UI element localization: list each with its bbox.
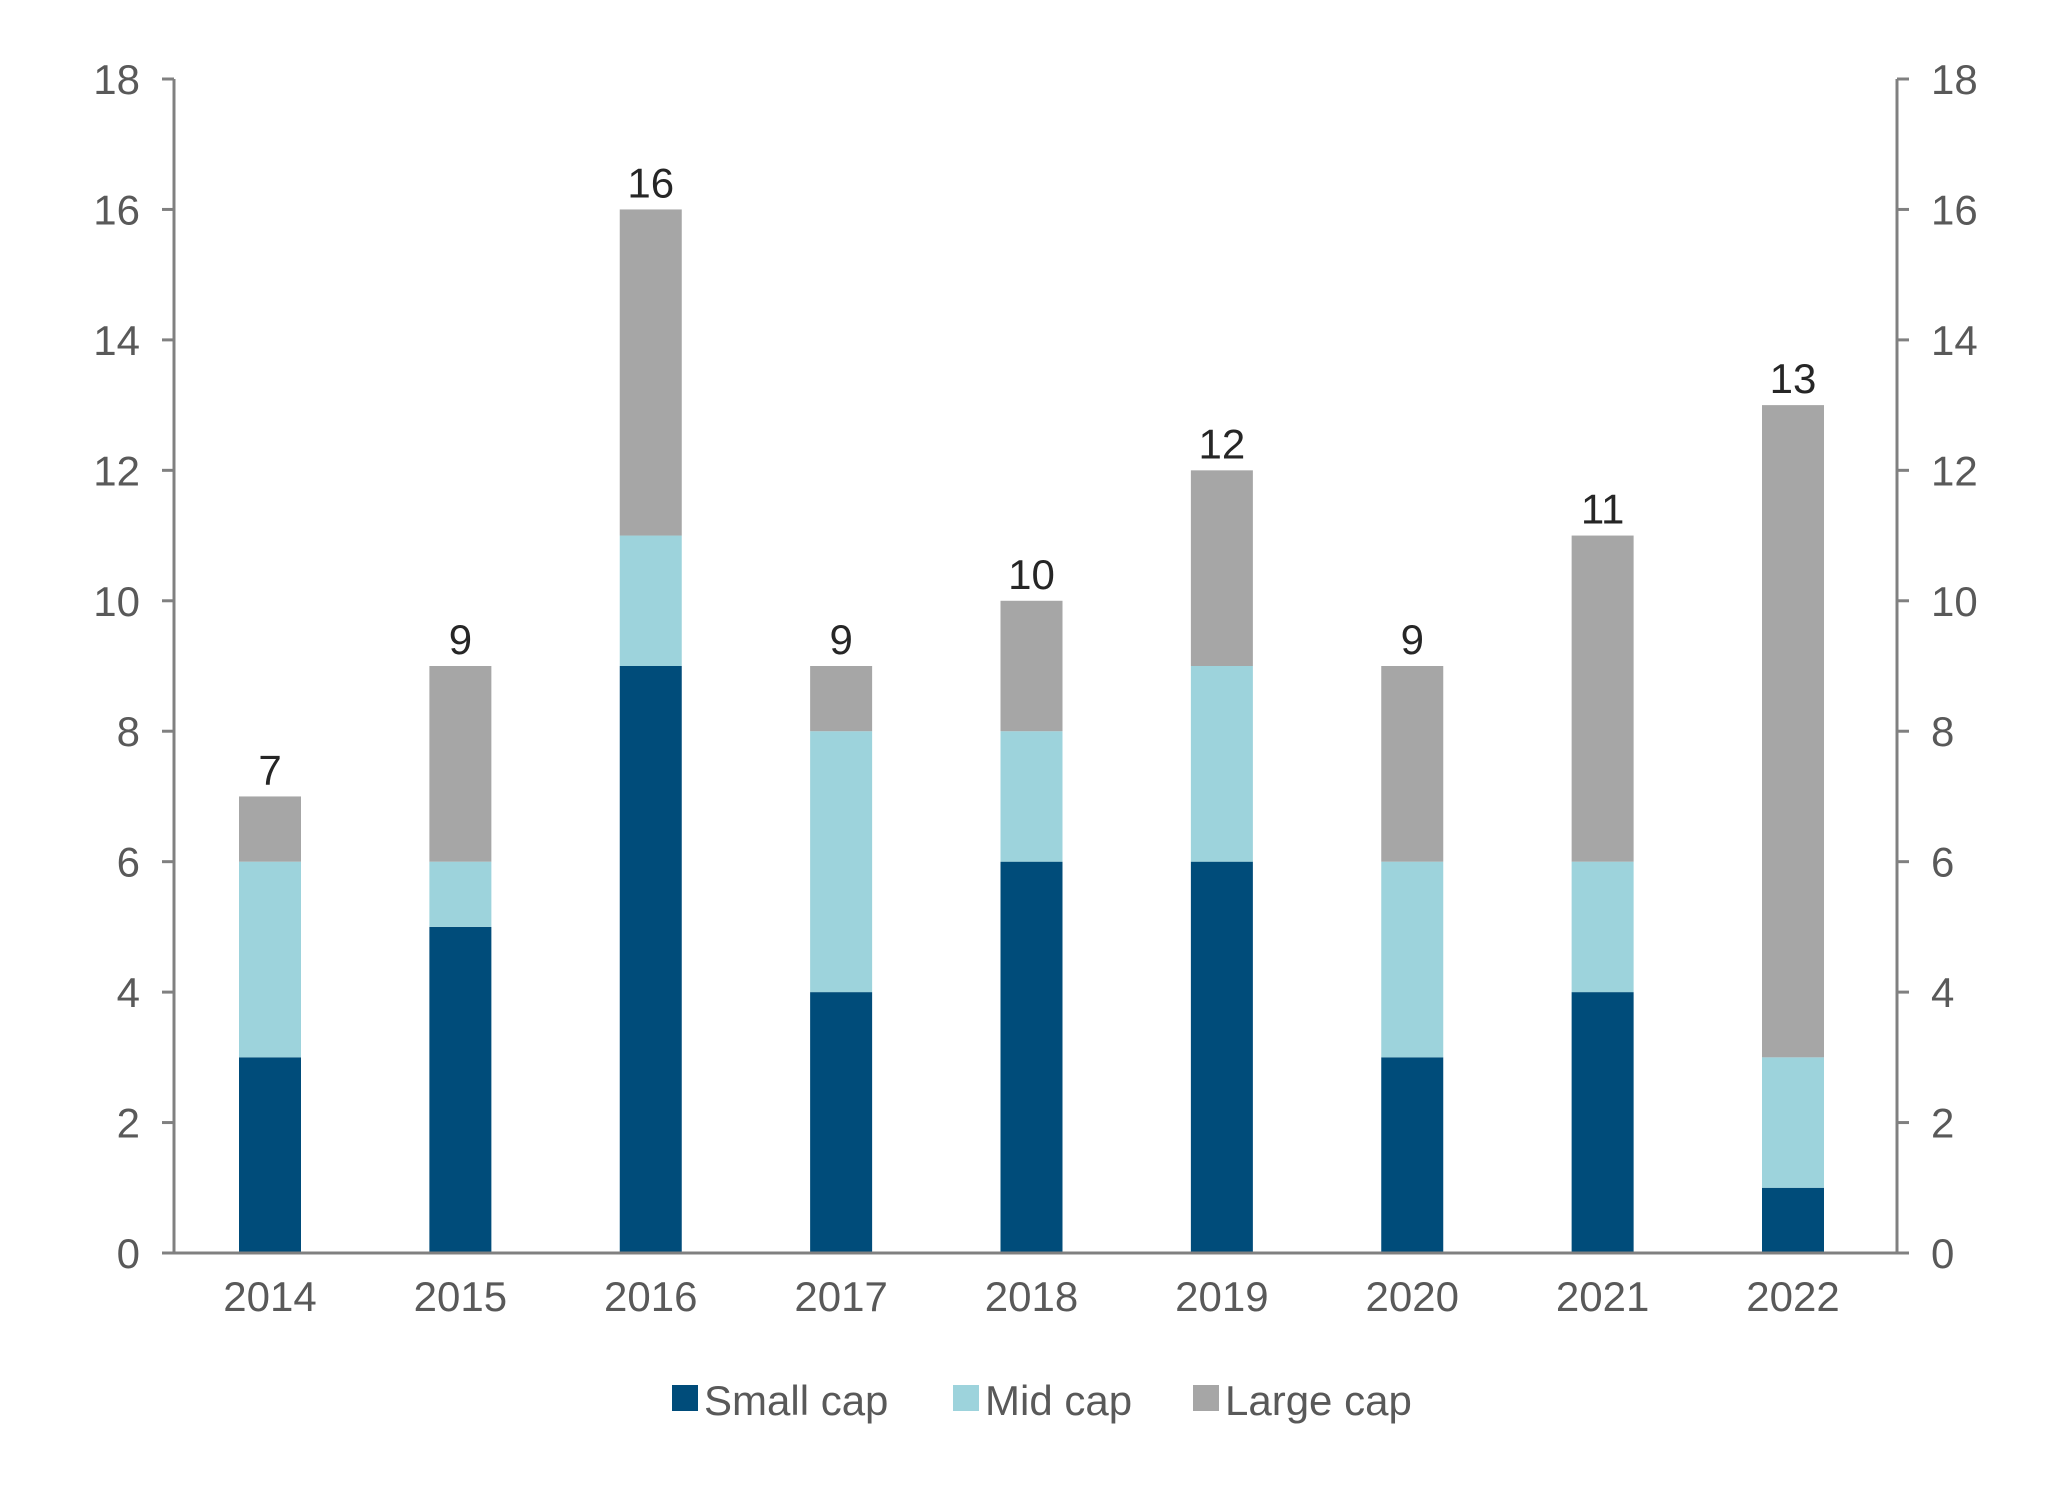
bar-small-cap-2020: [1381, 1057, 1444, 1253]
legend-swatch-small-cap: [672, 1385, 698, 1411]
total-label-2021: 11: [1581, 486, 1625, 533]
left-y-tick-label-10: 10: [93, 578, 140, 625]
right-y-tick-label-14: 14: [1931, 317, 1978, 364]
bar-large-cap-2015: [429, 666, 492, 862]
legend-swatch-mid-cap: [953, 1385, 979, 1411]
total-label-2020: 9: [1401, 616, 1424, 663]
bars-layer: [239, 209, 1824, 1253]
bar-mid-cap-2014: [239, 861, 301, 1058]
bar-mid-cap-2016: [619, 535, 682, 666]
bar-small-cap-2016: [619, 666, 682, 1253]
bar-mid-cap-2020: [1381, 861, 1444, 1058]
total-label-2017: 9: [829, 616, 852, 663]
total-label-2014: 7: [258, 746, 281, 793]
x-tick-label-2022: 2022: [1746, 1273, 1839, 1320]
bar-mid-cap-2019: [1190, 666, 1253, 862]
bar-small-cap-2021: [1571, 992, 1634, 1253]
left-y-tick-label-12: 12: [93, 447, 140, 494]
total-label-2018: 10: [1008, 551, 1055, 598]
bar-large-cap-2021: [1571, 535, 1634, 862]
left-y-tick-label-18: 18: [93, 56, 140, 103]
right-y-tick-label-0: 0: [1931, 1230, 1954, 1277]
right-y-tick-label-10: 10: [1931, 578, 1978, 625]
bar-small-cap-2017: [810, 992, 873, 1253]
bar-large-cap-2019: [1190, 470, 1253, 666]
bar-mid-cap-2022: [1762, 1057, 1824, 1188]
right-y-tick-label-2: 2: [1931, 1100, 1954, 1147]
total-label-2019: 12: [1199, 420, 1246, 467]
bar-small-cap-2015: [429, 926, 492, 1253]
legend-label-small-cap: Small cap: [704, 1377, 888, 1424]
x-tick-label-2018: 2018: [985, 1273, 1078, 1320]
bar-large-cap-2016: [619, 209, 682, 536]
bar-mid-cap-2021: [1571, 861, 1634, 993]
x-tick-label-2020: 2020: [1366, 1273, 1459, 1320]
bar-mid-cap-2017: [810, 731, 873, 993]
bar-small-cap-2014: [239, 1057, 301, 1253]
right-y-tick-label-6: 6: [1931, 839, 1954, 886]
right-y-tick-label-16: 16: [1931, 186, 1978, 233]
right-y-tick-label-18: 18: [1931, 56, 1978, 103]
x-ticks-layer: 2014 2015 2016 2017 2018 2019 2020 2021 2022: [223, 1273, 1839, 1320]
right-y-tick-label-4: 4: [1931, 969, 1954, 1016]
right-y-tick-label-8: 8: [1931, 708, 1954, 755]
legend: Small cap Mid cap Large cap: [672, 1377, 1412, 1424]
bar-large-cap-2018: [1000, 600, 1063, 732]
legend-swatch-large-cap: [1193, 1385, 1219, 1411]
bar-small-cap-2022: [1762, 1187, 1824, 1253]
bar-small-cap-2018: [1000, 861, 1063, 1253]
bar-mid-cap-2018: [1000, 731, 1063, 862]
x-tick-label-2015: 2015: [414, 1273, 507, 1320]
right-y-tick-label-12: 12: [1931, 447, 1978, 494]
total-label-2016: 16: [627, 159, 674, 206]
x-tick-label-2017: 2017: [794, 1273, 887, 1320]
legend-label-mid-cap: Mid cap: [985, 1377, 1132, 1424]
bar-large-cap-2017: [810, 666, 873, 732]
left-y-tick-label-8: 8: [117, 708, 140, 755]
total-labels-layer: 7 9 16 9 10 12 9 11 13: [258, 159, 1816, 793]
x-tick-label-2021: 2021: [1556, 1273, 1649, 1320]
bar-small-cap-2019: [1190, 861, 1253, 1253]
left-y-tick-label-14: 14: [93, 317, 140, 364]
bar-large-cap-2022: [1762, 405, 1824, 1058]
left-y-tick-label-0: 0: [117, 1230, 140, 1277]
left-y-tick-label-2: 2: [117, 1100, 140, 1147]
legend-label-large-cap: Large cap: [1225, 1377, 1412, 1424]
bar-large-cap-2014: [239, 796, 301, 862]
total-label-2015: 9: [449, 616, 472, 663]
x-tick-label-2016: 2016: [604, 1273, 697, 1320]
left-y-tick-label-16: 16: [93, 186, 140, 233]
bar-mid-cap-2015: [429, 861, 492, 927]
left-y-tick-label-4: 4: [117, 969, 140, 1016]
x-tick-label-2014: 2014: [223, 1273, 316, 1320]
x-tick-label-2019: 2019: [1175, 1273, 1268, 1320]
y-ticks-layer: 0 0 2 2 4 4 6 6 8 8 10 10 12 12 14 14 16 16 18 18: [93, 56, 1977, 1277]
left-y-tick-label-6: 6: [117, 839, 140, 886]
bar-large-cap-2020: [1381, 666, 1444, 862]
total-label-2022: 13: [1770, 355, 1817, 402]
